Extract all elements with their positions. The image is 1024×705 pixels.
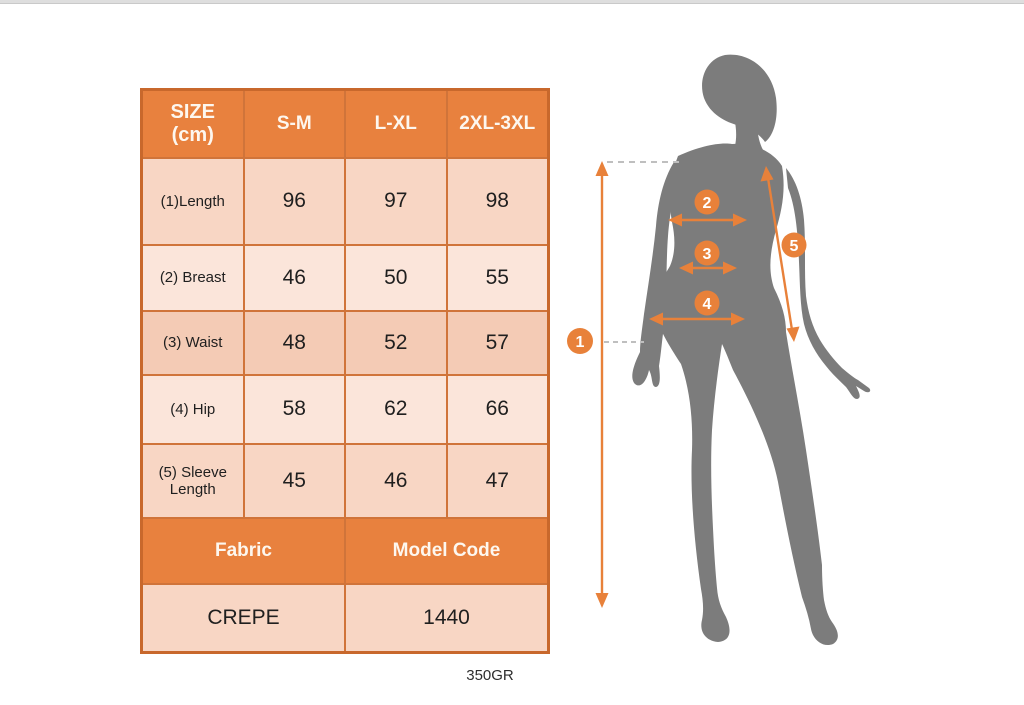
silhouette-head: [702, 54, 777, 142]
header-size-cm: SIZE (cm): [143, 91, 243, 157]
cell-sleeve-sm: 45: [244, 445, 344, 517]
header-model-code: Model Code: [346, 519, 547, 583]
sleeve-arrow: [760, 166, 800, 342]
header-fabric: Fabric: [143, 519, 344, 583]
hip-arrow: [649, 312, 745, 326]
badge-3-number: 3: [703, 246, 712, 263]
silhouette-right-arm: [786, 168, 871, 399]
breast-arrow: [668, 213, 747, 227]
badge-5-number: 5: [790, 238, 799, 255]
cell-fabric-value: CREPE: [143, 585, 344, 651]
badge-2-number: 2: [703, 195, 712, 212]
cell-hip-sm: 58: [244, 376, 344, 443]
badge-5: 5: [781, 232, 807, 258]
weight-note: 350GR: [466, 667, 514, 684]
row-sleeve-label: (5) Sleeve Length: [143, 445, 243, 517]
cell-waist-sm: 48: [244, 312, 344, 374]
cell-waist-2xl3xl: 57: [447, 312, 547, 374]
cell-sleeve-2xl3xl: 47: [447, 445, 547, 517]
cell-breast-2xl3xl: 55: [447, 246, 547, 310]
cell-model-code-value: 1440: [346, 585, 547, 651]
badge-1-number: 1: [576, 334, 585, 351]
top-divider: [0, 0, 1024, 4]
header-size-sm: S-M: [244, 91, 344, 157]
row-length-label: (1)Length: [143, 159, 243, 244]
row-waist-label: (3) Waist: [143, 312, 243, 374]
cell-waist-lxl: 52: [346, 312, 446, 374]
header-size-lxl: L-XL: [346, 91, 446, 157]
header-size-line2: (cm): [171, 124, 214, 146]
cell-length-sm: 96: [244, 159, 344, 244]
badge-4: 4: [694, 290, 720, 316]
badge-1: 1: [567, 328, 593, 354]
cell-breast-lxl: 50: [346, 246, 446, 310]
waist-arrow: [679, 261, 737, 275]
cell-hip-2xl3xl: 66: [447, 376, 547, 443]
header-size-line1: SIZE: [170, 101, 215, 123]
header-size-2xl3xl: 2XL-3XL: [447, 91, 547, 157]
silhouette-left-arm: [632, 162, 684, 387]
cell-hip-lxl: 62: [346, 376, 446, 443]
badge-2: 2: [694, 189, 720, 215]
badge-4-number: 4: [703, 296, 712, 313]
badge-3: 3: [694, 240, 720, 266]
measurement-badges: 1 2 3 4 5: [567, 189, 807, 354]
cell-sleeve-lxl: 46: [346, 445, 446, 517]
length-arrow: [595, 161, 609, 608]
measurement-figure: 1 2 3 4 5: [560, 40, 920, 660]
cell-breast-sm: 46: [244, 246, 344, 310]
row-breast-label: (2) Breast: [143, 246, 243, 310]
cell-length-2xl3xl: 98: [447, 159, 547, 244]
woman-silhouette-icon: [632, 54, 871, 646]
row-hip-label: (4) Hip: [143, 376, 243, 443]
cell-length-lxl: 97: [346, 159, 446, 244]
measurement-arrows: [595, 161, 800, 608]
size-table: SIZE (cm) S-M L-XL 2XL-3XL (1)Length 96 …: [140, 88, 550, 654]
